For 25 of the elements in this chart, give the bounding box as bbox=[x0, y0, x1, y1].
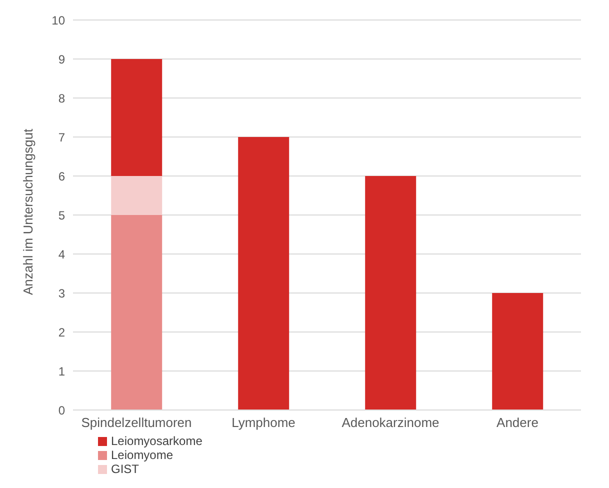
y-tick-label: 3 bbox=[58, 286, 66, 300]
y-tick-label: 4 bbox=[58, 247, 66, 262]
y-tick-label: 9 bbox=[58, 52, 66, 66]
bar bbox=[111, 215, 162, 410]
legend-label: Leiomyosarkome bbox=[111, 434, 202, 448]
bar bbox=[365, 176, 416, 410]
legend-label: Leiomyome bbox=[111, 448, 174, 462]
bar bbox=[111, 59, 162, 176]
y-axis-title: Anzahl im Untersuchungsgut bbox=[20, 128, 36, 295]
x-tick-label: Andere bbox=[496, 415, 538, 430]
x-tick-label: Adenokarzinome bbox=[342, 415, 440, 430]
y-tick-label: 6 bbox=[58, 169, 66, 184]
bar bbox=[111, 176, 162, 215]
bar bbox=[238, 137, 290, 410]
y-tick-label: 5 bbox=[58, 208, 66, 222]
y-tick-label: 2 bbox=[58, 325, 66, 340]
y-tick-label: 1 bbox=[58, 364, 66, 378]
y-tick-label: 7 bbox=[58, 130, 66, 144]
x-tick-label: Lymphome bbox=[232, 415, 296, 430]
bar bbox=[492, 293, 544, 410]
x-tick-label: Spindelzelltumoren bbox=[81, 415, 192, 430]
legend-label: GIST bbox=[111, 462, 140, 476]
y-tick-label: 8 bbox=[58, 91, 66, 106]
y-tick-label: 0 bbox=[58, 403, 66, 418]
y-tick-label: 10 bbox=[52, 13, 66, 28]
